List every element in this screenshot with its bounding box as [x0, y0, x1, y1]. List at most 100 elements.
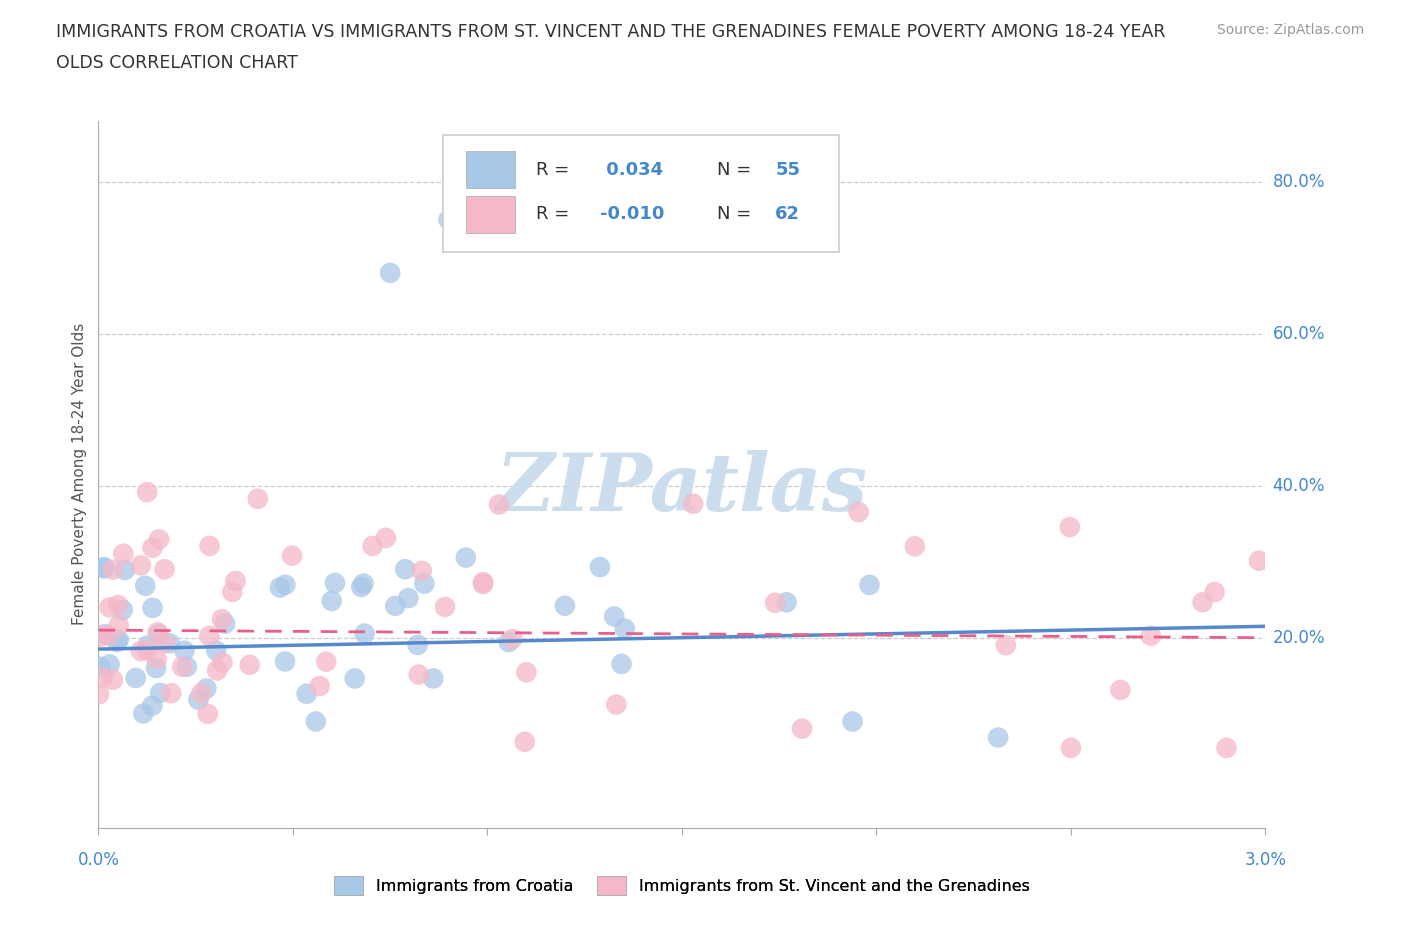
Point [315, 655, 337, 670]
Point [211, 612, 233, 627]
Text: N =: N = [717, 206, 751, 223]
Point [408, 667, 430, 682]
Point [343, 671, 366, 686]
Text: ZIPatlas: ZIPatlas [496, 450, 868, 527]
Point [176, 659, 198, 674]
Point [129, 558, 152, 573]
Text: 40.0%: 40.0% [1272, 477, 1324, 495]
Point [153, 635, 176, 650]
Point [145, 652, 167, 667]
Point [141, 601, 163, 616]
Point [396, 591, 419, 605]
Point [613, 621, 636, 636]
Point [374, 530, 396, 545]
Text: N =: N = [717, 161, 751, 179]
Point [136, 638, 159, 653]
Point [173, 644, 195, 658]
Legend: Immigrants from Croatia, Immigrants from St. Vincent and the Grenadines: Immigrants from Croatia, Immigrants from… [328, 870, 1036, 901]
Text: OLDS CORRELATION CHART: OLDS CORRELATION CHART [56, 54, 298, 72]
Point [211, 655, 233, 670]
Point [149, 685, 172, 700]
Text: 60.0%: 60.0% [1272, 325, 1324, 342]
Point [994, 638, 1017, 653]
Text: 55: 55 [775, 161, 800, 179]
Point [305, 714, 328, 729]
Point [1060, 740, 1083, 755]
Point [101, 563, 124, 578]
Text: 62: 62 [775, 206, 800, 223]
Point [515, 665, 537, 680]
Point [353, 576, 375, 591]
Point [848, 505, 870, 520]
Point [406, 637, 429, 652]
Point [107, 632, 129, 647]
Point [136, 485, 159, 499]
Point [225, 574, 247, 589]
Point [101, 672, 124, 687]
Point [105, 634, 128, 649]
Point [172, 659, 194, 674]
Point [488, 497, 510, 512]
Point [904, 538, 927, 553]
Point [146, 625, 169, 640]
Point [190, 685, 212, 700]
Point [129, 644, 152, 658]
Point [98, 628, 121, 643]
Point [246, 491, 269, 506]
Point [93, 561, 115, 576]
Point [198, 629, 221, 644]
Point [554, 598, 576, 613]
Point [295, 686, 318, 701]
Point [153, 562, 176, 577]
Point [195, 681, 218, 696]
Point [394, 562, 416, 577]
Point [198, 538, 221, 553]
Point [501, 631, 523, 646]
FancyBboxPatch shape [443, 135, 839, 252]
Point [498, 634, 520, 649]
Point [114, 563, 136, 578]
Point [308, 679, 330, 694]
Point [98, 657, 121, 671]
Text: -0.010: -0.010 [600, 206, 665, 223]
Text: Source: ZipAtlas.com: Source: ZipAtlas.com [1216, 23, 1364, 37]
Text: R =: R = [536, 206, 569, 223]
Point [145, 660, 167, 675]
Point [361, 538, 384, 553]
Point [413, 577, 436, 591]
Point [93, 627, 115, 642]
Point [378, 265, 402, 280]
Point [205, 663, 228, 678]
Point [111, 603, 134, 618]
Point [434, 600, 457, 615]
Point [1247, 553, 1270, 568]
Point [214, 617, 236, 631]
Point [603, 609, 626, 624]
Point [274, 578, 297, 592]
FancyBboxPatch shape [465, 152, 515, 188]
Point [274, 654, 297, 669]
Point [125, 671, 148, 685]
Point [107, 618, 129, 632]
FancyBboxPatch shape [465, 196, 515, 232]
Point [239, 658, 262, 672]
Point [197, 707, 219, 722]
Point [160, 685, 183, 700]
Point [454, 551, 477, 565]
Point [321, 593, 343, 608]
Text: IMMIGRANTS FROM CROATIA VS IMMIGRANTS FROM ST. VINCENT AND THE GRENADINES FEMALE: IMMIGRANTS FROM CROATIA VS IMMIGRANTS FR… [56, 23, 1166, 41]
Point [135, 643, 157, 658]
Point [1059, 520, 1081, 535]
Y-axis label: Female Poverty Among 18-24 Year Olds: Female Poverty Among 18-24 Year Olds [72, 324, 87, 625]
Point [205, 644, 228, 658]
Point [682, 497, 704, 512]
Point [858, 578, 880, 592]
Point [775, 595, 797, 610]
Point [790, 721, 813, 736]
Point [411, 564, 433, 578]
Point [1109, 683, 1132, 698]
Point [1204, 585, 1226, 600]
Text: 80.0%: 80.0% [1272, 173, 1324, 191]
Point [513, 735, 536, 750]
Point [763, 595, 786, 610]
